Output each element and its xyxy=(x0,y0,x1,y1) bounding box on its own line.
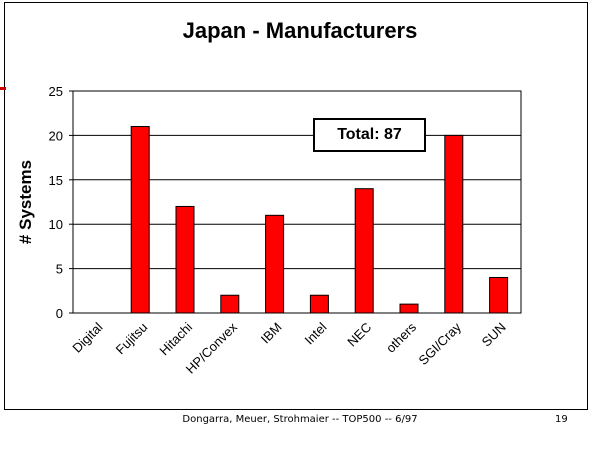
footer-citation: Dongarra, Meuer, Strohmaier -- TOP500 --… xyxy=(182,414,418,425)
bar-sun xyxy=(489,276,509,314)
x-tick-label: NEC xyxy=(344,320,374,350)
slide-frame xyxy=(4,2,588,410)
x-tick-label: SGI/Cray xyxy=(416,319,465,368)
x-tick-label: Digital xyxy=(69,319,105,355)
x-tick-label: others xyxy=(383,319,420,356)
bar-others xyxy=(399,303,419,314)
bar-hp-convex xyxy=(220,294,240,314)
bar-ibm xyxy=(265,214,285,314)
x-tick-label: Intel xyxy=(302,319,330,347)
y-tick-label: 5 xyxy=(56,262,63,277)
bar-sgi-cray xyxy=(444,134,464,314)
x-tick-label: Fujitsu xyxy=(113,320,151,358)
chart-title: Japan - Manufacturers xyxy=(182,18,418,43)
y-tick-label: 20 xyxy=(49,128,63,143)
bar-nec xyxy=(354,188,374,314)
page-number: 19 xyxy=(555,414,568,425)
total-annotation: Total: 87 xyxy=(313,118,426,152)
x-tick-label: Hitachi xyxy=(156,319,195,358)
bar-fujitsu xyxy=(130,126,150,314)
plot-area xyxy=(72,90,522,314)
y-tick-label: 25 xyxy=(49,84,63,99)
y-tick-label: 0 xyxy=(56,306,63,321)
x-tick-label: IBM xyxy=(258,320,285,347)
y-tick-label: 15 xyxy=(49,173,63,188)
slide-accent-mark xyxy=(0,87,6,90)
bar-intel xyxy=(309,294,329,314)
x-tick-label: SUN xyxy=(479,320,509,350)
y-tick-label: 10 xyxy=(49,217,63,232)
bar-hitachi xyxy=(175,205,195,314)
